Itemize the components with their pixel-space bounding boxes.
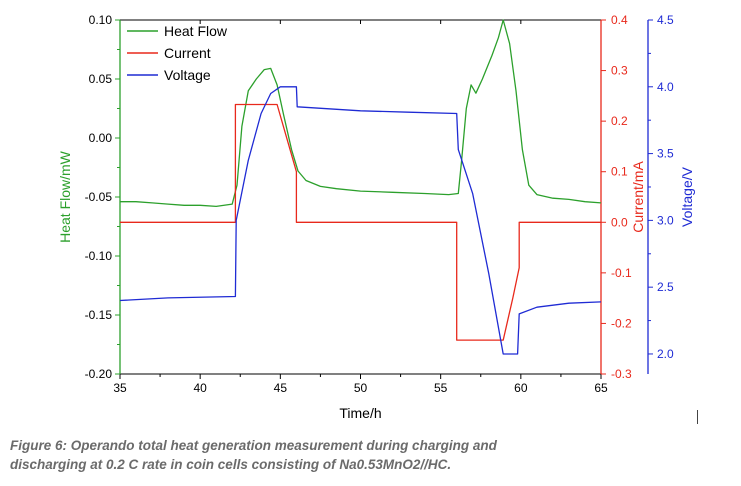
voltage-series-line — [119, 86, 602, 355]
heat-axis-tick-label: -0.15 — [85, 308, 113, 322]
x-tick-label: 60 — [514, 381, 528, 395]
voltage-axis-tick-label: 3.0 — [657, 213, 674, 227]
heat-axis-tick-label: 0.10 — [89, 13, 113, 27]
heat-axis-tick-label: -0.20 — [85, 367, 113, 381]
text-cursor-mark — [697, 410, 698, 424]
current-axis-tick-label: 0.2 — [611, 114, 628, 128]
x-tick-label: 55 — [434, 381, 448, 395]
current-axis-label: Current/mA — [630, 161, 646, 233]
x-tick-label: 40 — [193, 381, 207, 395]
x-axis-label: Time/h — [339, 405, 381, 421]
current-axis-tick-label: -0.1 — [611, 266, 632, 280]
heat-axis-tick-label: -0.05 — [85, 190, 113, 204]
x-tick-label: 50 — [354, 381, 368, 395]
current-axis-tick-label: 0.3 — [611, 64, 628, 78]
current-axis-tick-label: -0.3 — [611, 367, 632, 381]
chart: 35 40 45 50 55 60 65 Time/h 0.10 0.05 0.00 -0.05 -0.… — [57, 13, 695, 421]
heat-flow-series-line — [120, 19, 602, 208]
heat-axis-label: Heat Flow/mW — [57, 150, 73, 243]
voltage-axis-tick-label: 2.0 — [657, 347, 674, 361]
x-tick-label: 65 — [594, 381, 608, 395]
heat-axis-tick-label: -0.10 — [85, 249, 113, 263]
legend-label-current: Current — [164, 45, 211, 61]
x-tick-label: 45 — [274, 381, 288, 395]
current-axis-tick-label: -0.2 — [611, 316, 632, 330]
figure-caption: Figure 6: Operando total heat generation… — [10, 438, 497, 472]
current-axis-tick-label: 0.4 — [611, 13, 628, 27]
legend-label-heat-flow: Heat Flow — [164, 23, 228, 39]
current-axis-tick-label: 0.1 — [611, 165, 628, 179]
legend-label-voltage: Voltage — [164, 67, 211, 83]
voltage-axis-tick-label: 4.0 — [657, 80, 674, 94]
voltage-axis-tick-label: 2.5 — [657, 280, 674, 294]
voltage-axis-label: Voltage/V — [679, 166, 695, 227]
voltage-axis-tick-label: 4.5 — [657, 13, 674, 27]
heat-axis-tick-label: 0.00 — [89, 131, 113, 145]
current-axis-tick-label: 0.0 — [611, 215, 628, 229]
heat-axis-tick-label: 0.05 — [89, 72, 113, 86]
current-series-line — [120, 103, 601, 341]
x-tick-label: 35 — [113, 381, 127, 395]
voltage-axis-tick-label: 3.5 — [657, 147, 674, 161]
